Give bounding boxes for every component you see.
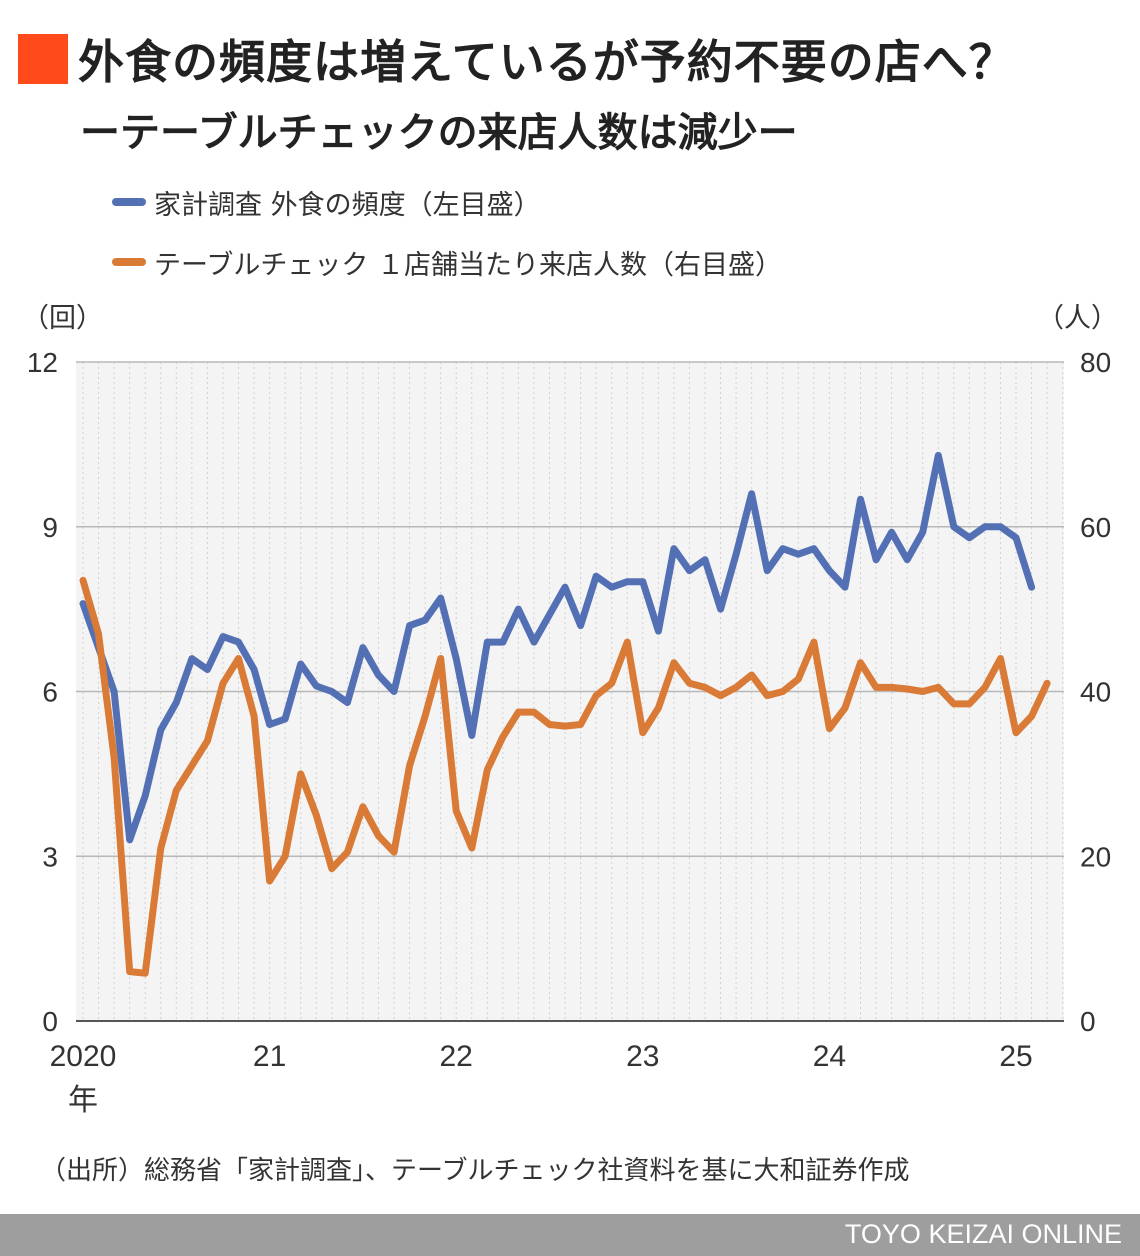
publisher-label: TOYO KEIZAI ONLINE (844, 1219, 1122, 1249)
x-tick-label: 23 (626, 1040, 659, 1073)
y-left-tick-label: 9 (42, 512, 58, 543)
legend-item-dining-frequency: 家計調査 外食の頻度（左目盛） (112, 172, 782, 232)
x-tick-sublabel: 年 (68, 1083, 98, 1118)
legend-swatch-orange (112, 258, 146, 266)
series-line-visitors (79, 576, 1051, 977)
legend-label: 家計調査 外食の頻度（左目盛） (154, 189, 541, 221)
chart-title: 外食の頻度は増えているが予約不要の店へ？ (78, 35, 1016, 89)
legend-swatch-blue (112, 198, 146, 206)
x-tick-label: 22 (440, 1040, 473, 1073)
chart-subtitle: ーテーブルチェックの来店人数は減少ー (80, 110, 798, 156)
x-tick-label: 21 (253, 1040, 286, 1073)
y-left-tick-label: 6 (42, 677, 58, 708)
legend-label: テーブルチェック １店舗当たり来店人数（右目盛） (154, 249, 782, 281)
y-right-tick-label: 80 (1080, 347, 1111, 378)
y-right-tick-label: 20 (1080, 841, 1111, 872)
title-block: 外食の頻度は増えているが予約不要の店へ？ (18, 26, 1016, 92)
y-left-tick-label: 0 (42, 1006, 58, 1037)
y-axis-left-unit: （回） (22, 303, 103, 334)
x-tick-label: 25 (999, 1040, 1032, 1073)
source-note: （出所）総務省「家計調査」、テーブルチェック社資料を基に大和証券作成 (40, 1156, 910, 1186)
footer-bar: TOYO KEIZAI ONLINE (0, 1214, 1140, 1256)
y-left-tick-label: 3 (42, 841, 58, 872)
series-line-dining-frequency (79, 451, 1036, 844)
legend: 家計調査 外食の頻度（左目盛） テーブルチェック １店舗当たり来店人数（右目盛） (112, 172, 782, 292)
x-tick-label: 2020 (50, 1040, 117, 1073)
y-right-tick-label: 40 (1080, 677, 1111, 708)
y-right-tick-label: 60 (1080, 512, 1111, 543)
line-chart: 0 0 3 20 6 40 9 60 12 80 2020 21 22 23 24 25 年 (27, 347, 1111, 1118)
y-left-tick-label: 12 (27, 347, 58, 378)
y-right-tick-label: 0 (1080, 1006, 1096, 1037)
x-tick-label: 24 (813, 1040, 846, 1073)
y-axis-right-unit: （人） (1037, 303, 1118, 334)
legend-item-visitors: テーブルチェック １店舗当たり来店人数（右目盛） (112, 232, 782, 292)
title-marker (18, 34, 68, 84)
